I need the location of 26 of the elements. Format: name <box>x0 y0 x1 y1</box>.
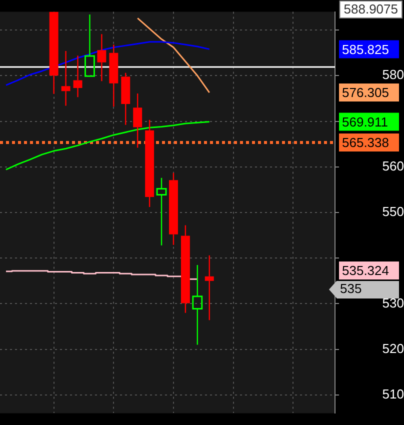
y-tick-label: 550 <box>382 204 404 220</box>
text: 585.825 <box>342 42 389 57</box>
text: 569.911 <box>342 114 388 130</box>
candlestick <box>204 254 214 321</box>
candlestick <box>156 177 167 246</box>
candlestick <box>84 14 95 77</box>
y-tick-label: 580 <box>382 67 404 82</box>
y-tick-label: 510 <box>382 386 404 402</box>
text: 588.9075 <box>344 2 398 17</box>
y-tick-label: 520 <box>382 340 404 356</box>
candlestick <box>109 44 118 108</box>
text: 535.324 <box>342 263 389 278</box>
candlestick <box>133 92 142 148</box>
candlestick <box>61 50 70 106</box>
candlestick <box>180 224 190 314</box>
candlestick <box>97 34 106 82</box>
candlestick <box>168 172 178 246</box>
text: 576.305 <box>342 85 389 100</box>
candlestick <box>121 72 130 126</box>
candlestick <box>73 54 82 98</box>
candlestick <box>192 264 203 346</box>
ref-line-label: 565.338 <box>342 135 389 150</box>
candlestick <box>49 12 58 95</box>
price-tag: 535 <box>329 280 399 298</box>
y-tick-label: 560 <box>382 158 404 174</box>
candlestick <box>145 119 154 208</box>
